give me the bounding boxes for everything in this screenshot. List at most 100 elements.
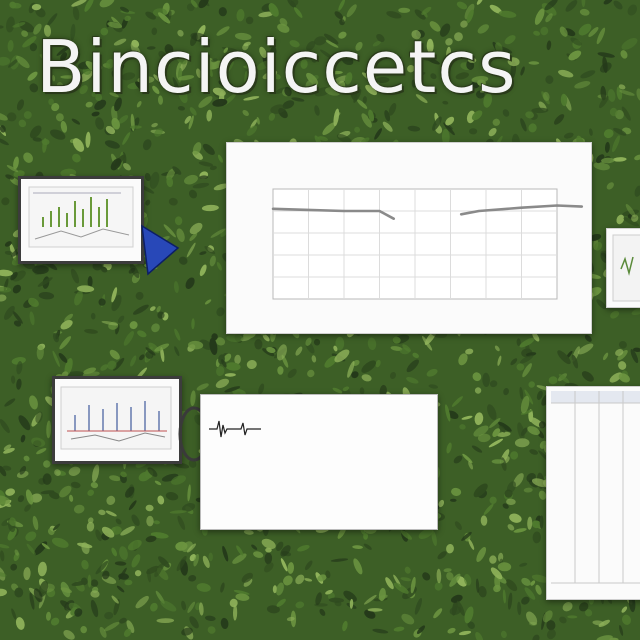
leaf (169, 510, 187, 514)
leaf (568, 50, 582, 61)
leaf (489, 496, 497, 504)
leaf (151, 122, 158, 128)
leaf (475, 578, 480, 593)
leaf (71, 581, 87, 586)
text-info-panel (200, 394, 438, 530)
leaf (524, 587, 536, 600)
table-grid (551, 391, 640, 584)
leaf (10, 375, 16, 384)
leaf (31, 3, 42, 11)
leaf (209, 165, 217, 171)
leaf (114, 561, 127, 566)
leaf (540, 26, 549, 36)
leaf (113, 64, 121, 71)
leaf (406, 376, 419, 384)
leaf (129, 263, 140, 279)
leaf (31, 437, 46, 447)
leaf (630, 349, 639, 364)
leaf (176, 555, 187, 572)
leaf (579, 602, 589, 612)
leaf (356, 99, 368, 109)
leaf (44, 67, 53, 73)
leaf (0, 495, 10, 505)
leaf (609, 372, 623, 383)
leaf (529, 449, 539, 455)
leaf (623, 217, 640, 227)
leaf (374, 128, 382, 140)
leaf (466, 9, 474, 24)
leaf (157, 95, 164, 105)
leaf (201, 57, 214, 66)
leaf (242, 43, 249, 51)
leaf (124, 579, 133, 586)
leaf (110, 158, 122, 171)
leaf (579, 8, 590, 16)
leaf (166, 176, 174, 188)
leaf (111, 294, 122, 312)
leaf (554, 114, 565, 125)
leaf (545, 75, 554, 84)
leaf (295, 601, 305, 609)
leaf (407, 65, 415, 73)
leaf (364, 69, 383, 76)
leaf (344, 72, 353, 85)
waveform-strip (209, 420, 261, 438)
leaf (12, 284, 22, 294)
leaf (190, 390, 196, 407)
leaf (536, 390, 543, 400)
leaf (453, 455, 463, 464)
leaf (85, 131, 91, 148)
leaf (150, 602, 158, 612)
leaf (154, 343, 170, 352)
leaf (13, 320, 22, 327)
leaf (172, 87, 180, 95)
leaf (324, 33, 339, 45)
leaf (216, 366, 225, 377)
leaf (135, 595, 149, 609)
leaf (113, 38, 127, 46)
leaf (8, 58, 19, 68)
leaf (613, 127, 627, 136)
leaf (245, 16, 254, 25)
leaf (329, 70, 343, 75)
leaf (119, 617, 127, 624)
leaf (489, 555, 497, 564)
leaf (38, 291, 55, 300)
leaf (613, 0, 623, 10)
leaf (188, 459, 197, 468)
leaf (251, 544, 258, 550)
leaf (158, 556, 170, 568)
leaf (517, 601, 522, 616)
leaf (492, 118, 500, 126)
leaf (124, 15, 131, 22)
leaf (173, 462, 190, 469)
leaf (398, 7, 411, 13)
leaf (163, 224, 176, 238)
leaf (532, 531, 542, 544)
leaf (37, 277, 53, 287)
leaf (9, 517, 17, 527)
leaf (99, 0, 115, 8)
leaf (189, 232, 198, 242)
leaf (45, 611, 52, 621)
leaf (414, 9, 426, 20)
leaf (43, 24, 52, 37)
leaf (527, 516, 533, 530)
leaf (272, 585, 278, 594)
leaf (199, 339, 213, 350)
leaf (0, 286, 12, 293)
leaf (77, 285, 95, 293)
leaf (287, 562, 295, 574)
leaf (364, 609, 376, 619)
leaf (324, 355, 337, 368)
leaf (131, 514, 140, 526)
leaf (15, 617, 25, 630)
leaf (186, 3, 195, 12)
leaf (343, 590, 357, 602)
leaf (85, 61, 101, 74)
leaf (393, 582, 409, 594)
leaf (542, 610, 553, 623)
leaf (265, 547, 272, 553)
leaf (52, 75, 56, 82)
leaf (634, 154, 640, 161)
